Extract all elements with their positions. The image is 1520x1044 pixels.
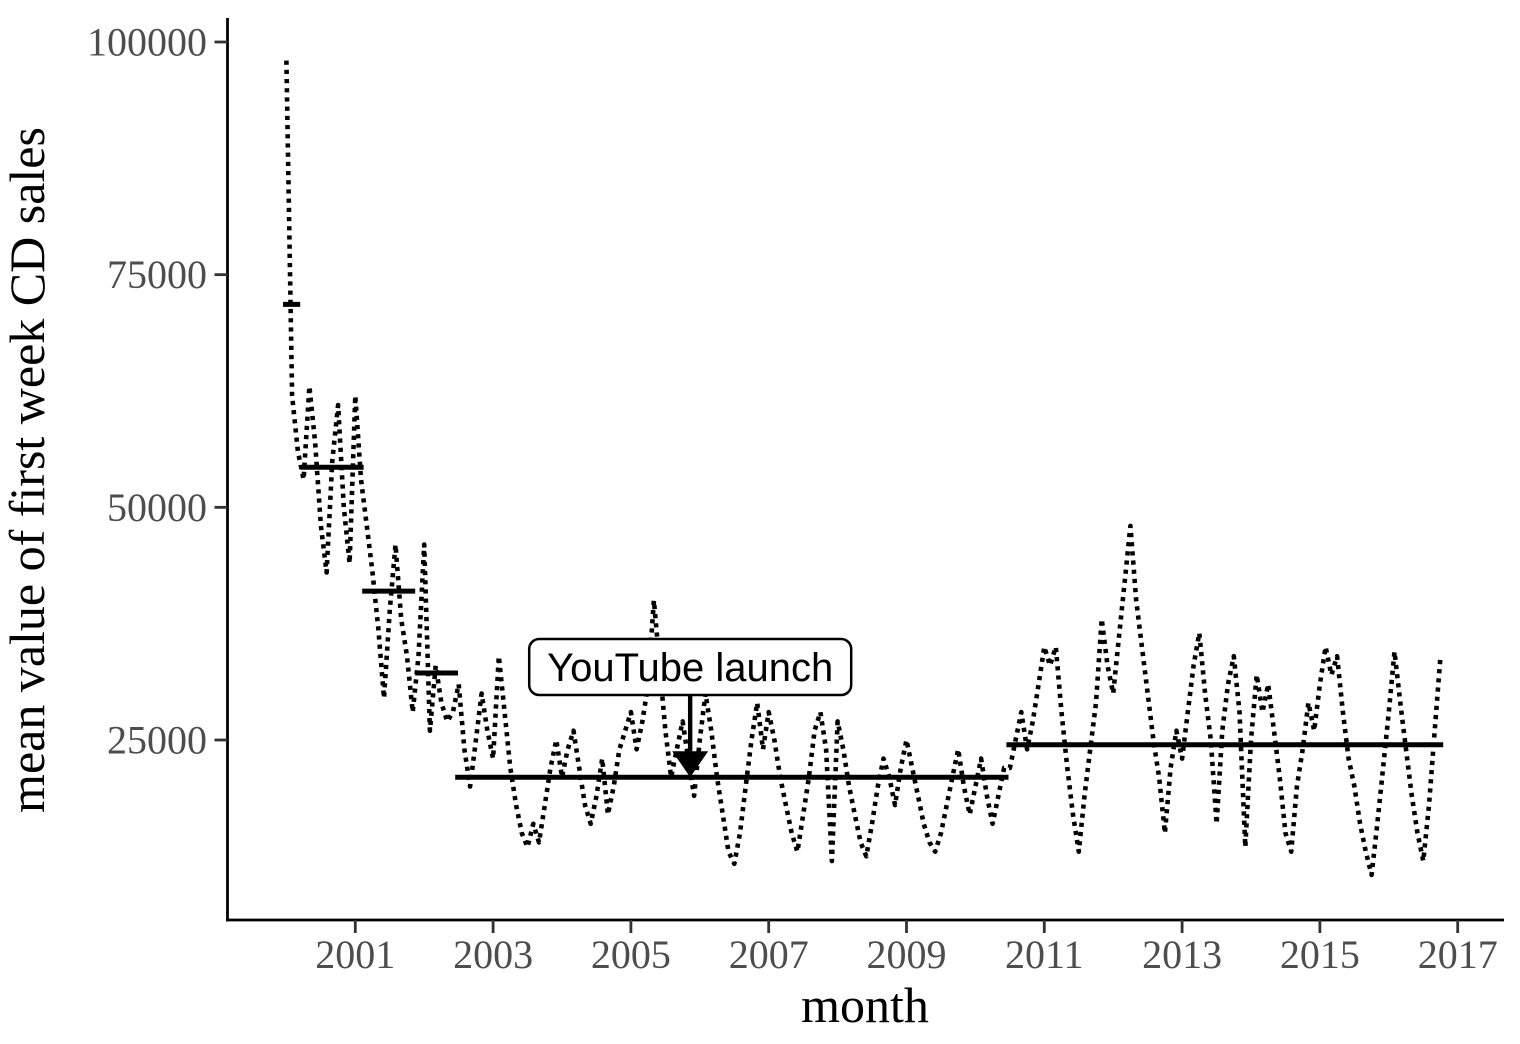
x-tick-label: 2017 bbox=[1418, 932, 1498, 977]
x-tick-label: 2007 bbox=[729, 932, 809, 977]
annotation-arrow-head bbox=[672, 751, 709, 778]
x-tick-label: 2005 bbox=[591, 932, 671, 977]
x-tick-label: 2001 bbox=[315, 932, 395, 977]
annotation-box bbox=[527, 637, 853, 697]
x-tick-label: 2015 bbox=[1280, 932, 1360, 977]
sales-series-line bbox=[284, 60, 1443, 878]
x-tick-label: 2003 bbox=[453, 932, 533, 977]
x-tick-label: 2011 bbox=[1005, 932, 1084, 977]
annotation-youtube-launch: YouTube launch bbox=[527, 637, 853, 778]
x-axis-title: month bbox=[801, 977, 929, 1033]
y-tick-label: 100000 bbox=[87, 20, 207, 65]
y-tick-label: 75000 bbox=[107, 252, 207, 297]
y-tick-label: 25000 bbox=[107, 718, 207, 763]
x-tick-label: 2013 bbox=[1142, 932, 1222, 977]
x-tick-label: 2009 bbox=[867, 932, 947, 977]
y-tick-label: 50000 bbox=[107, 485, 207, 530]
y-axis-title: mean value of first week CD sales bbox=[0, 127, 55, 813]
annotation-label: YouTube launch bbox=[547, 646, 833, 690]
